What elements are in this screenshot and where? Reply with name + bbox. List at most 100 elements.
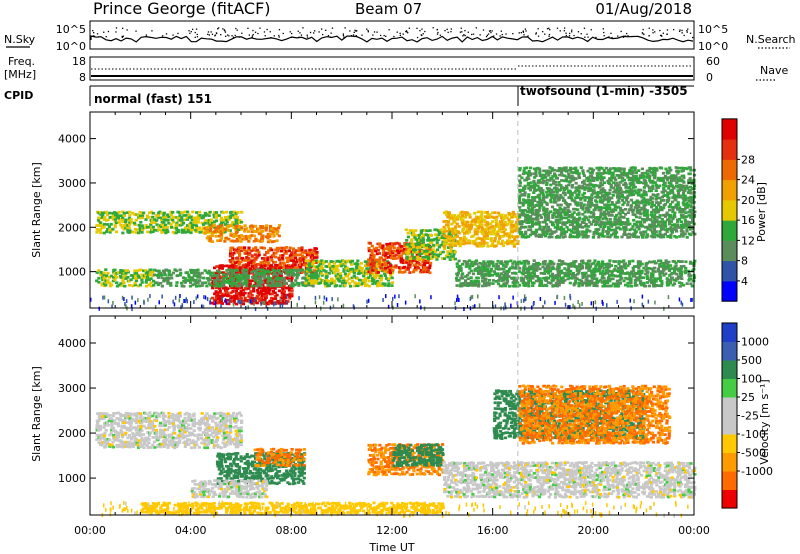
data-cell <box>552 267 556 271</box>
data-cell <box>685 282 689 285</box>
data-cell <box>478 219 482 222</box>
data-cell <box>661 261 665 265</box>
data-cell <box>288 246 292 250</box>
data-cell <box>439 251 443 254</box>
nsky-panel <box>89 20 695 50</box>
data-cell <box>527 270 531 273</box>
data-cell <box>681 283 686 287</box>
data-cell <box>510 213 514 217</box>
data-cell <box>165 228 169 232</box>
nsearch-point <box>617 35 619 37</box>
data-cell <box>622 201 626 204</box>
data-cell <box>638 269 642 273</box>
cpid-label: CPID <box>4 89 33 102</box>
data-cell <box>241 293 245 297</box>
data-cell <box>518 194 522 198</box>
data-cell <box>503 277 507 281</box>
data-cell <box>286 260 290 264</box>
data-cell <box>385 242 389 246</box>
data-cell <box>538 193 542 197</box>
data-cell <box>414 263 418 267</box>
data-cell <box>439 243 443 247</box>
data-cell <box>128 220 132 224</box>
data-cell <box>236 258 240 261</box>
data-cell <box>527 279 531 283</box>
data-cell <box>633 278 637 282</box>
data-cell <box>579 223 583 227</box>
data-cell <box>607 262 611 266</box>
data-cell <box>626 284 630 288</box>
data-cell <box>219 284 223 287</box>
data-cell <box>217 214 221 217</box>
data-cell <box>668 281 673 285</box>
data-cell <box>419 229 423 233</box>
data-cell <box>517 283 522 287</box>
data-cell <box>295 260 299 264</box>
data-cell <box>221 218 225 222</box>
data-cell <box>124 271 128 275</box>
data-cell <box>593 281 598 285</box>
data-cell <box>214 279 218 282</box>
data-cell <box>267 291 271 295</box>
nsearch-point <box>290 36 293 38</box>
data-cell <box>484 277 488 281</box>
data-cell <box>466 239 470 242</box>
data-cell <box>601 269 605 273</box>
nsearch-point <box>622 36 625 38</box>
data-cell <box>162 221 166 224</box>
data-cell <box>236 276 240 280</box>
data-cell <box>277 256 281 260</box>
data-cell <box>257 273 261 277</box>
cpid-mode-2: twofsound (1-min) -3505 <box>520 84 688 98</box>
data-cell <box>298 253 303 257</box>
data-cell <box>192 274 196 278</box>
data-cell <box>220 267 224 270</box>
data-cell <box>517 196 522 200</box>
data-cell <box>667 260 671 264</box>
data-cell <box>498 237 502 240</box>
nsearch-point <box>121 35 123 38</box>
data-cell <box>179 271 183 275</box>
data-cell <box>645 267 649 270</box>
nsearch-point <box>257 32 259 35</box>
data-cell <box>469 262 473 266</box>
data-cell <box>518 168 522 172</box>
data-cell <box>631 259 635 263</box>
data-cell <box>496 242 500 245</box>
nsearch-point <box>623 35 625 37</box>
data-cell <box>158 210 162 214</box>
data-cell <box>520 189 524 192</box>
data-cell <box>591 168 595 172</box>
nsearch-point <box>329 36 332 38</box>
data-cell <box>140 216 144 220</box>
data-cell <box>604 265 608 269</box>
data-cell <box>325 282 329 285</box>
data-cell <box>252 258 256 262</box>
data-cell <box>151 211 155 215</box>
data-cell <box>579 201 583 205</box>
data-cell <box>135 277 139 280</box>
data-cell <box>213 292 217 296</box>
data-cell <box>613 274 618 278</box>
nsearch-point <box>224 30 226 32</box>
data-cell <box>419 257 423 261</box>
data-cell <box>581 169 585 172</box>
data-cell <box>464 275 468 278</box>
data-cell <box>334 264 338 268</box>
nsearch-point <box>388 29 390 31</box>
nsearch-point <box>683 34 685 37</box>
data-cell <box>247 284 251 288</box>
data-cell <box>223 279 227 283</box>
data-cell <box>334 274 338 278</box>
data-cell <box>672 269 677 273</box>
data-cell <box>390 284 394 287</box>
data-cell <box>485 281 490 285</box>
data-cell <box>248 251 252 255</box>
nsearch-point <box>405 30 408 32</box>
data-cell <box>441 250 445 254</box>
data-cell <box>586 264 590 267</box>
data-cell <box>100 211 104 215</box>
data-cell <box>243 259 247 262</box>
data-cell <box>509 234 514 238</box>
data-cell <box>302 270 306 274</box>
